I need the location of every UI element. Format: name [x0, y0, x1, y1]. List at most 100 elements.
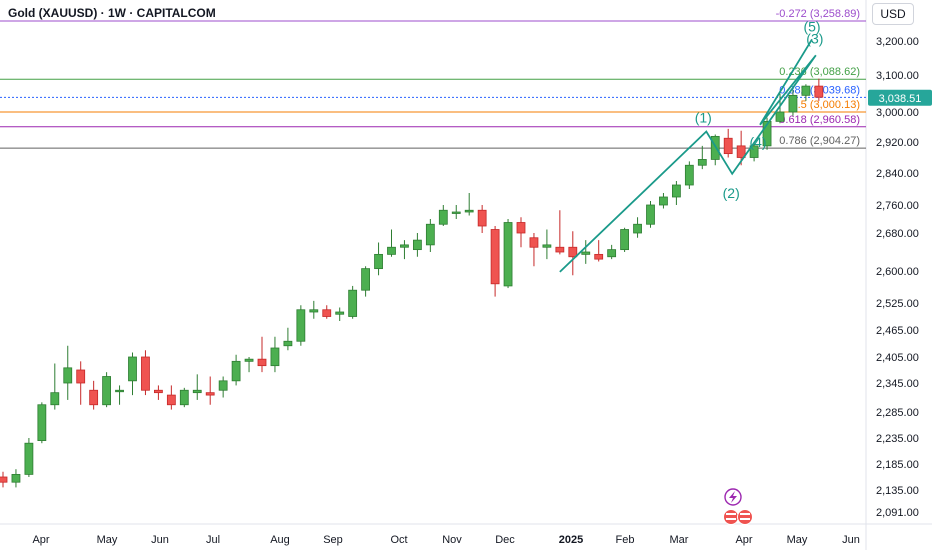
- candle[interactable]: [11, 473, 21, 483]
- candle[interactable]: [801, 85, 811, 96]
- candle[interactable]: [400, 244, 409, 248]
- candle[interactable]: [141, 356, 150, 391]
- candle[interactable]: [542, 244, 552, 248]
- candle[interactable]: [24, 442, 34, 475]
- candle[interactable]: [153, 389, 163, 394]
- lightning-icon: [729, 491, 737, 503]
- us-flag-icon[interactable]: [723, 509, 739, 525]
- candle[interactable]: [89, 389, 99, 406]
- candle[interactable]: [710, 135, 720, 160]
- candle[interactable]: [633, 223, 642, 234]
- time-axis-label: 2025: [559, 534, 583, 546]
- candle[interactable]: [166, 394, 176, 406]
- candle[interactable]: [788, 94, 798, 113]
- fib-level-label: 0.786 (2,904.27): [779, 135, 860, 147]
- candle[interactable]: [697, 159, 707, 166]
- candle[interactable]: [412, 239, 422, 251]
- time-axis-label: Nov: [442, 534, 462, 546]
- time-axis-label: Dec: [495, 534, 515, 546]
- candle[interactable]: [128, 356, 137, 382]
- last-price-badge: [868, 89, 932, 106]
- candle[interactable]: [192, 389, 202, 394]
- candle[interactable]: [503, 222, 513, 287]
- price-axis-label: 3,200.00: [876, 36, 919, 48]
- candle[interactable]: [646, 204, 655, 225]
- candle[interactable]: [775, 111, 785, 122]
- time-axis-label: Sep: [323, 534, 343, 546]
- price-axis-label: 2,285.00: [876, 407, 919, 419]
- time-axis-label: Jun: [842, 534, 860, 546]
- candle[interactable]: [102, 376, 111, 406]
- time-axis-label: Mar: [670, 534, 689, 546]
- candle[interactable]: [115, 389, 124, 393]
- candle[interactable]: [607, 249, 617, 258]
- price-axis-label: 3,000.00: [876, 107, 919, 119]
- candle[interactable]: [438, 209, 448, 225]
- candle[interactable]: [283, 340, 293, 347]
- price-axis-label: 2,760.00: [876, 200, 919, 212]
- candle[interactable]: [348, 289, 358, 317]
- candle[interactable]: [218, 380, 228, 391]
- candle[interactable]: [37, 404, 47, 441]
- time-axis-label: Jun: [151, 534, 169, 546]
- price-axis-label: 2,525.00: [876, 298, 919, 310]
- wave-label: (1): [695, 110, 712, 126]
- candle[interactable]: [425, 223, 435, 246]
- candle[interactable]: [516, 222, 526, 234]
- candle[interactable]: [179, 389, 189, 406]
- candle[interactable]: [555, 246, 565, 253]
- candle[interactable]: [387, 246, 396, 255]
- candle[interactable]: [322, 309, 332, 317]
- candle[interactable]: [684, 164, 694, 186]
- candle[interactable]: [0, 476, 8, 483]
- candle[interactable]: [477, 209, 487, 227]
- wave-label: (5): [803, 18, 820, 34]
- candle[interactable]: [490, 229, 500, 285]
- candle[interactable]: [374, 253, 383, 270]
- candle[interactable]: [63, 367, 73, 384]
- time-axis-label: Jul: [206, 534, 220, 546]
- time-axis-label: Apr: [32, 534, 49, 546]
- candle[interactable]: [581, 251, 591, 255]
- candle[interactable]: [814, 85, 824, 98]
- price-axis-label: 2,405.00: [876, 352, 919, 364]
- candle[interactable]: [50, 392, 60, 406]
- flag-stripe: [740, 513, 750, 515]
- currency-button[interactable]: USD: [872, 3, 914, 25]
- candle[interactable]: [231, 360, 241, 382]
- candle[interactable]: [529, 237, 539, 248]
- candle[interactable]: [296, 309, 306, 342]
- plot-area[interactable]: [0, 0, 866, 524]
- candle[interactable]: [568, 246, 578, 258]
- candle[interactable]: [594, 253, 604, 260]
- fib-level-label: 0.618 (2,960.58): [779, 114, 860, 126]
- candle[interactable]: [76, 369, 86, 384]
- candle[interactable]: [361, 268, 371, 291]
- candle[interactable]: [659, 196, 668, 206]
- candle[interactable]: [257, 358, 267, 367]
- candle[interactable]: [672, 184, 681, 198]
- price-axis-label: 2,600.00: [876, 266, 919, 278]
- candle[interactable]: [451, 211, 461, 214]
- candle[interactable]: [309, 309, 319, 313]
- candle[interactable]: [244, 358, 254, 362]
- candle[interactable]: [464, 209, 474, 213]
- candle[interactable]: [723, 137, 733, 155]
- candle[interactable]: [762, 120, 772, 147]
- time-axis-label: Oct: [390, 534, 407, 546]
- time-axis-label: Feb: [616, 534, 635, 546]
- candle[interactable]: [270, 347, 280, 367]
- us-flag-icon[interactable]: [737, 509, 753, 525]
- elliott-wave-path[interactable]: [559, 38, 817, 273]
- time-axis-label: May: [787, 534, 808, 546]
- candle[interactable]: [205, 392, 215, 396]
- wave-label: (2): [723, 185, 740, 201]
- candle[interactable]: [749, 145, 759, 158]
- candle[interactable]: [620, 229, 629, 251]
- candle[interactable]: [736, 145, 746, 158]
- flag-stripe: [726, 513, 736, 515]
- fib-level-label: 0.5 (3,000.13): [792, 99, 861, 111]
- candle[interactable]: [335, 311, 345, 315]
